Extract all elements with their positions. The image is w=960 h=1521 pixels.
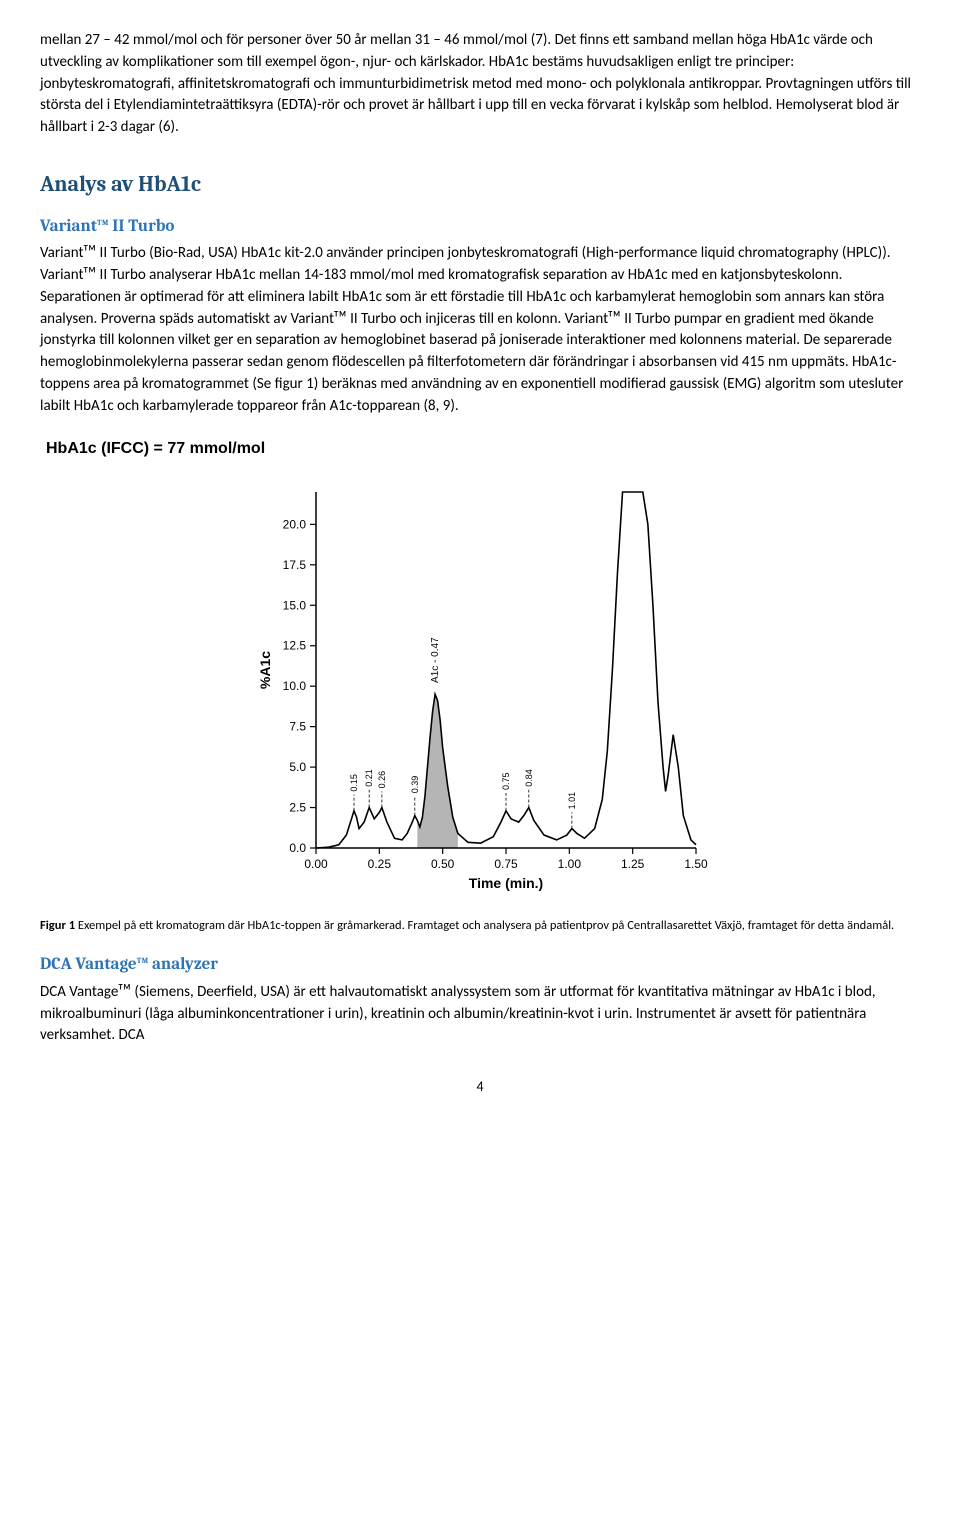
figure-1: HbA1c (IFCC) = 77 mmol/mol 0.0 2.5 5.0 7.5 1… [40,437,920,935]
svg-text:1.01: 1.01 [567,792,577,810]
chromatogram-chart: 0.0 2.5 5.0 7.5 10.0 12.5 15.0 17.5 20.0 0.00 0.25… [40,480,920,900]
ifcc-result: HbA1c (IFCC) = 77 mmol/mol [46,437,920,460]
figure-caption: Figur 1 Exempel på ett kromatogram där H… [40,918,920,935]
svg-text:15.0: 15.0 [283,599,307,613]
subsection-variant: Variant™ II Turbo [40,215,920,240]
svg-text:0.84: 0.84 [524,770,534,788]
svg-text:0.15: 0.15 [349,775,359,793]
variant-paragraph: Variantᵀᴹ II Turbo (Bio-Rad, USA) HbA1c … [40,243,920,417]
svg-text:0.75: 0.75 [501,773,511,791]
svg-text:0.25: 0.25 [368,857,392,871]
figure-caption-text: Exempel på ett kromatogram där HbA1c-top… [75,918,894,933]
svg-text:%A1c: %A1c [257,651,273,689]
svg-text:0.21: 0.21 [364,770,374,788]
svg-text:7.5: 7.5 [289,720,306,734]
svg-text:0.50: 0.50 [431,857,455,871]
svg-text:1.00: 1.00 [558,857,582,871]
svg-text:10.0: 10.0 [283,680,307,694]
svg-text:Time (min.): Time (min.) [469,875,543,891]
svg-text:12.5: 12.5 [283,639,307,653]
svg-text:2.5: 2.5 [289,801,306,815]
intro-paragraph: mellan 27 – 42 mmol/mol och för personer… [40,30,920,139]
figure-caption-label: Figur 1 [40,918,75,933]
subsection-dca: DCA Vantage™ analyzer [40,953,920,978]
svg-text:5.0: 5.0 [289,761,306,775]
section-analys: Analys av HbA1c [40,169,920,201]
dca-paragraph: DCA Vantageᵀᴹ (Siemens, Deerfield, USA) … [40,982,920,1047]
svg-text:17.5: 17.5 [283,558,307,572]
svg-text:20.0: 20.0 [283,518,307,532]
svg-text:1.25: 1.25 [621,857,645,871]
svg-text:0.0: 0.0 [289,841,306,855]
svg-text:0.75: 0.75 [494,857,518,871]
svg-text:1.50: 1.50 [684,857,708,871]
page-number: 4 [40,1077,920,1097]
svg-text:0.00: 0.00 [304,857,328,871]
svg-text:0.39: 0.39 [410,776,420,794]
svg-text:A1c - 0.47: A1c - 0.47 [430,637,441,683]
svg-text:0.26: 0.26 [377,771,387,789]
